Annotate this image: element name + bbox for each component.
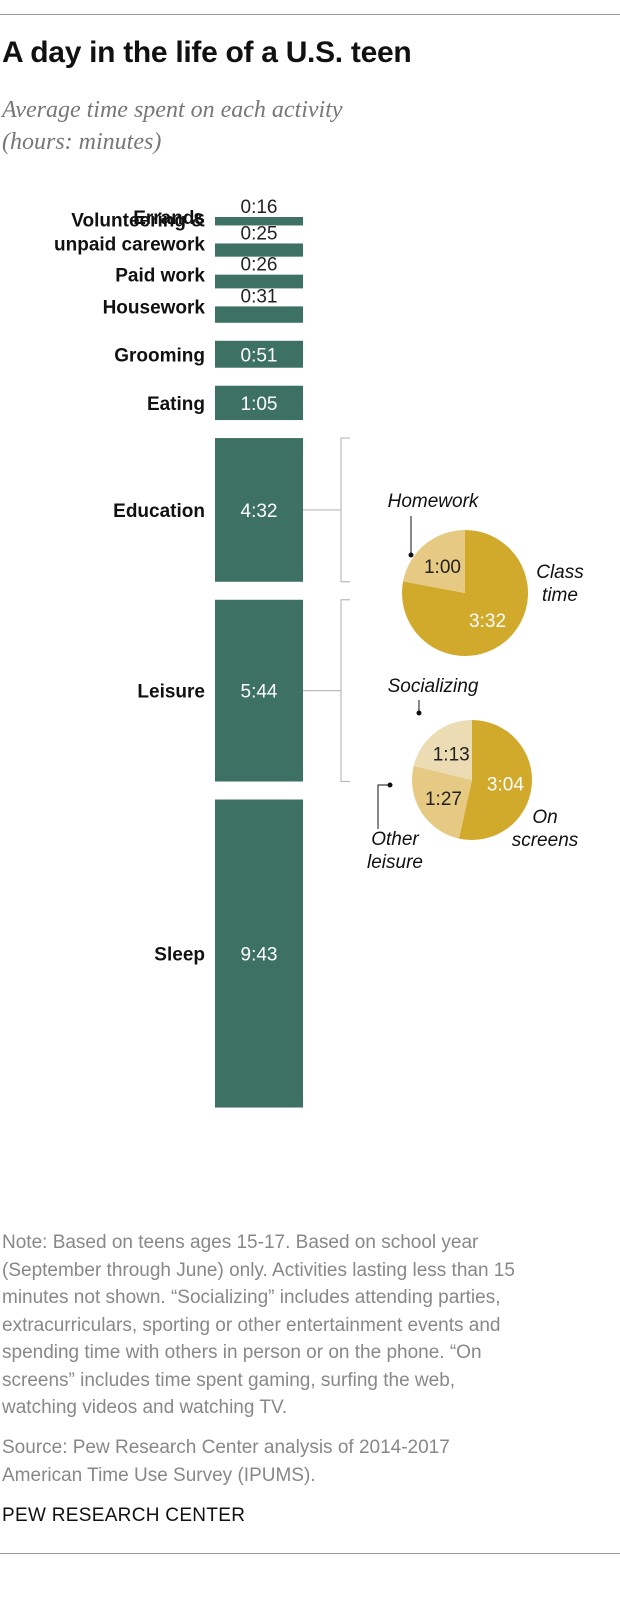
pie-leisure: 3:04 1:27 1:13 On screens Other leisure Sociali… [367, 676, 579, 873]
leader-dot [416, 710, 422, 716]
category-label: Education [113, 501, 205, 522]
category-label: Sleep [154, 945, 205, 966]
pie-value-label: 1:00 [424, 557, 461, 578]
value-label: 0:25 [241, 223, 278, 244]
chart-subtitle: Average time spent on each activity (hou… [2, 97, 343, 155]
education-bracket [303, 437, 350, 583]
pie-education: 3:32 1:00 Class time Homework [388, 491, 584, 656]
pie-value-label: 1:27 [425, 789, 462, 810]
annotation-homework: Homework [388, 491, 480, 512]
footnote: Note: Based on teens ages 15-17. Based o… [2, 1232, 515, 1418]
leader-dot [387, 782, 393, 788]
bar-housework [215, 306, 303, 323]
category-label: Grooming [114, 345, 205, 366]
value-label: 0:51 [241, 345, 278, 366]
value-label: 1:05 [241, 394, 278, 415]
annotation-socializing: Socializing [388, 676, 479, 697]
leader-dot [408, 552, 414, 558]
bar-eating [215, 385, 303, 421]
value-label: 4:32 [241, 501, 278, 522]
value-label: 5:44 [241, 682, 278, 703]
pie-value-label: 3:32 [469, 611, 506, 632]
pie-slice-on-screens [458, 720, 532, 840]
value-label: 0:16 [241, 197, 278, 218]
leader-line [377, 784, 389, 829]
pie-slice-socializing [413, 720, 472, 780]
annotation-other-leisure: Other leisure [367, 829, 423, 873]
pie-value-label: 1:13 [433, 745, 470, 766]
bar-education [215, 438, 303, 582]
bar-volunteering [215, 243, 303, 257]
source-note: Source: Pew Research Center analysis of … [2, 1437, 450, 1486]
chart-title: A day in the life of a U.S. teen [2, 36, 412, 69]
value-label: 0:31 [241, 286, 278, 307]
bar-grooming [215, 340, 303, 368]
bar-paid-work [215, 274, 303, 289]
bar-leisure [215, 599, 303, 782]
top-rule [0, 14, 620, 15]
bottom-rule [0, 1553, 620, 1554]
brackets-layer [303, 437, 350, 783]
category-label: Paid work [115, 266, 205, 287]
chart-area: 0:16 Errands 0:25 Volunteering & unpaid care… [54, 197, 584, 1108]
pie-slice-other-leisure [412, 765, 472, 839]
bar-errands [215, 217, 303, 226]
value-label: 0:26 [241, 255, 278, 276]
pie-value-label: 3:04 [487, 775, 524, 796]
category-label: Leisure [137, 682, 205, 703]
value-label: 9:43 [241, 945, 278, 966]
category-label: Volunteering & unpaid carework [54, 210, 205, 255]
category-label: Eating [147, 394, 205, 415]
pie-slice-homework [403, 530, 465, 593]
bars-layer: 0:16 Errands 0:25 Volunteering & unpaid care… [54, 197, 303, 1108]
category-label: Errands [133, 208, 205, 229]
category-label: Housework [103, 297, 206, 318]
annotation-class-time: Class time [536, 562, 584, 606]
leisure-bracket [303, 599, 350, 783]
organization-credit: PEW RESEARCH CENTER [2, 1505, 246, 1526]
annotation-on-screens: On screens [512, 807, 579, 851]
bar-sleep [215, 799, 303, 1108]
